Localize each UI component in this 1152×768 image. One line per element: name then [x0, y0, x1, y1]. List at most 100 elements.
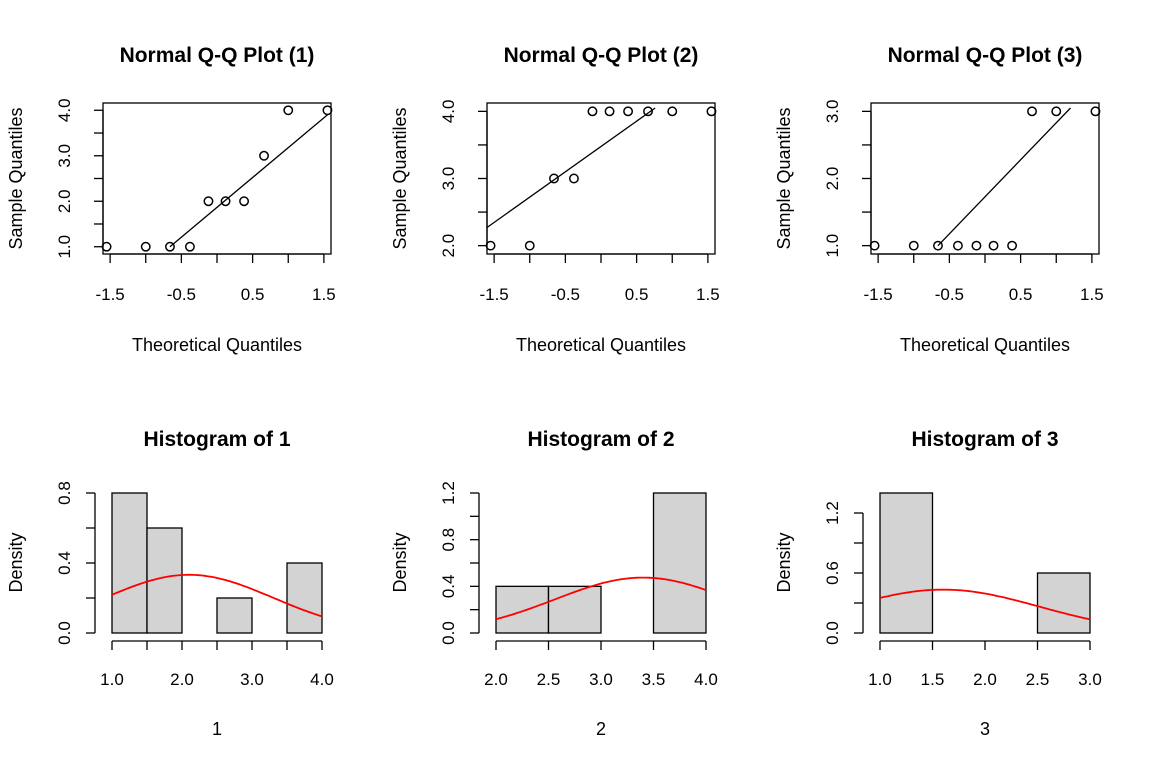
- x-tick-label: 1.5: [312, 285, 336, 304]
- y-tick-label: 3.0: [823, 100, 842, 124]
- chart-panel-1: Normal Q-Q Plot (1) Theoretical Quantiles…: [6, 44, 336, 355]
- y-tick-label: 1.2: [439, 481, 458, 505]
- chart-title: Normal Q-Q Plot (1): [120, 44, 315, 67]
- qq-reference-line: [169, 114, 328, 248]
- chart-title: Normal Q-Q Plot (3): [888, 44, 1083, 67]
- y-tick-label: 2.0: [823, 167, 842, 191]
- x-tick-label: 3.0: [240, 670, 264, 689]
- qq-point: [587, 106, 598, 117]
- qq-point: [667, 106, 678, 117]
- x-tick-label: 2.5: [537, 670, 561, 689]
- qq-point: [1051, 106, 1062, 117]
- x-tick-label: 2.0: [973, 670, 997, 689]
- y-tick-label: 0.6: [823, 561, 842, 585]
- qq-point: [988, 240, 999, 251]
- qq-point: [568, 173, 579, 184]
- y-tick-label: 0.4: [55, 551, 74, 575]
- x-tick-label: -1.5: [863, 285, 892, 304]
- qq-point: [1027, 106, 1037, 117]
- chart-title: Histogram of 3: [911, 428, 1058, 451]
- qq-point: [706, 106, 717, 117]
- y-tick-label: 1.2: [823, 501, 842, 525]
- density-curve: [111, 573, 323, 618]
- qq-point: [220, 196, 231, 207]
- x-tick-label: 1.5: [921, 670, 945, 689]
- y-tick-label: 0.8: [55, 481, 74, 505]
- x-axis-label: Theoretical Quantiles: [132, 335, 302, 355]
- qq-reference-line: [937, 107, 1071, 247]
- qq-point: [643, 106, 653, 117]
- qq-point: [165, 241, 175, 252]
- y-axis-label: Density: [6, 532, 26, 592]
- density-curve: [495, 576, 707, 621]
- histogram-bar: [286, 562, 323, 634]
- density-curve: [879, 588, 1091, 621]
- chart-title: Histogram of 1: [143, 428, 290, 451]
- histogram-bar: [879, 492, 934, 634]
- qq-point: [203, 196, 214, 207]
- chart-title: Histogram of 2: [527, 428, 674, 451]
- y-axis-label: Sample Quantiles: [6, 107, 26, 249]
- x-axis-label: 3: [980, 719, 990, 739]
- histogram-bar: [495, 585, 550, 634]
- qq-point: [869, 240, 880, 251]
- qq-point: [101, 241, 112, 252]
- qq-point: [908, 240, 919, 251]
- x-tick-label: 3.0: [589, 670, 613, 689]
- qq-point: [971, 240, 982, 251]
- x-tick-label: 4.0: [694, 670, 718, 689]
- x-tick-label: 1.5: [696, 285, 720, 304]
- plot-box: [102, 102, 332, 255]
- chart-title: Normal Q-Q Plot (2): [504, 44, 699, 67]
- x-tick-label: 3.5: [642, 670, 666, 689]
- y-tick-label: 0.4: [439, 575, 458, 599]
- histogram-bar: [652, 492, 707, 634]
- x-tick-label: -1.5: [95, 285, 124, 304]
- qq-point: [283, 105, 294, 116]
- chart-panel-6: Histogram of 3 3 Density 1.0 1.5 2.0 2.5 3.0 0.0…: [774, 428, 1102, 739]
- y-axis-label: Sample Quantiles: [774, 107, 794, 249]
- qq-point: [952, 240, 963, 251]
- qq-point: [239, 196, 250, 207]
- y-axis-label: Density: [774, 532, 794, 592]
- x-tick-label: 2.0: [170, 670, 194, 689]
- y-tick-label: 0.0: [823, 621, 842, 645]
- qq-point: [259, 150, 269, 161]
- x-axis-label: 1: [212, 719, 222, 739]
- chart-panel-5: Histogram of 2 2 Density 2.0 2.5 3.0 3.5 4.0 0.0…: [390, 428, 718, 739]
- x-tick-label: 0.5: [241, 285, 265, 304]
- qq-point: [933, 240, 943, 251]
- qq-point: [604, 106, 615, 117]
- plot-box: [486, 102, 716, 255]
- y-tick-label: 4.0: [439, 100, 458, 124]
- qq-reference-line: [486, 107, 656, 229]
- y-tick-label: 4.0: [55, 98, 74, 122]
- x-axis-label: Theoretical Quantiles: [516, 335, 686, 355]
- y-tick-label: 1.0: [55, 235, 74, 259]
- chart-panel-2: Normal Q-Q Plot (2) Theoretical Quantiles…: [390, 44, 720, 355]
- x-tick-label: -1.5: [479, 285, 508, 304]
- histogram-bar: [216, 597, 253, 634]
- chart-panel-3: Normal Q-Q Plot (3) Theoretical Quantiles…: [774, 44, 1104, 355]
- x-tick-label: 1.5: [1080, 285, 1104, 304]
- qq-point: [140, 241, 151, 252]
- histogram-bar: [111, 492, 148, 634]
- qq-point: [1007, 240, 1018, 251]
- x-tick-label: 1.0: [868, 670, 892, 689]
- y-tick-label: 1.0: [823, 234, 842, 258]
- y-axis-label: Sample Quantiles: [390, 107, 410, 249]
- histogram-bar: [547, 585, 602, 634]
- y-axis-label: Density: [390, 532, 410, 592]
- x-tick-label: 3.0: [1078, 670, 1102, 689]
- chart-panel-4: Histogram of 1 1 Density 1.0 2.0 3.0 4.0 0.0 0.4…: [6, 428, 334, 739]
- plot-box: [870, 102, 1100, 255]
- qq-point: [623, 106, 634, 117]
- y-tick-label: 0.0: [439, 621, 458, 645]
- x-tick-label: 2.5: [1026, 670, 1050, 689]
- y-tick-label: 0.0: [55, 621, 74, 645]
- qq-point: [1090, 106, 1101, 117]
- y-tick-label: 0.8: [439, 528, 458, 552]
- x-tick-label: -0.5: [167, 285, 196, 304]
- x-axis-label: 2: [596, 719, 606, 739]
- x-tick-label: 2.0: [484, 670, 508, 689]
